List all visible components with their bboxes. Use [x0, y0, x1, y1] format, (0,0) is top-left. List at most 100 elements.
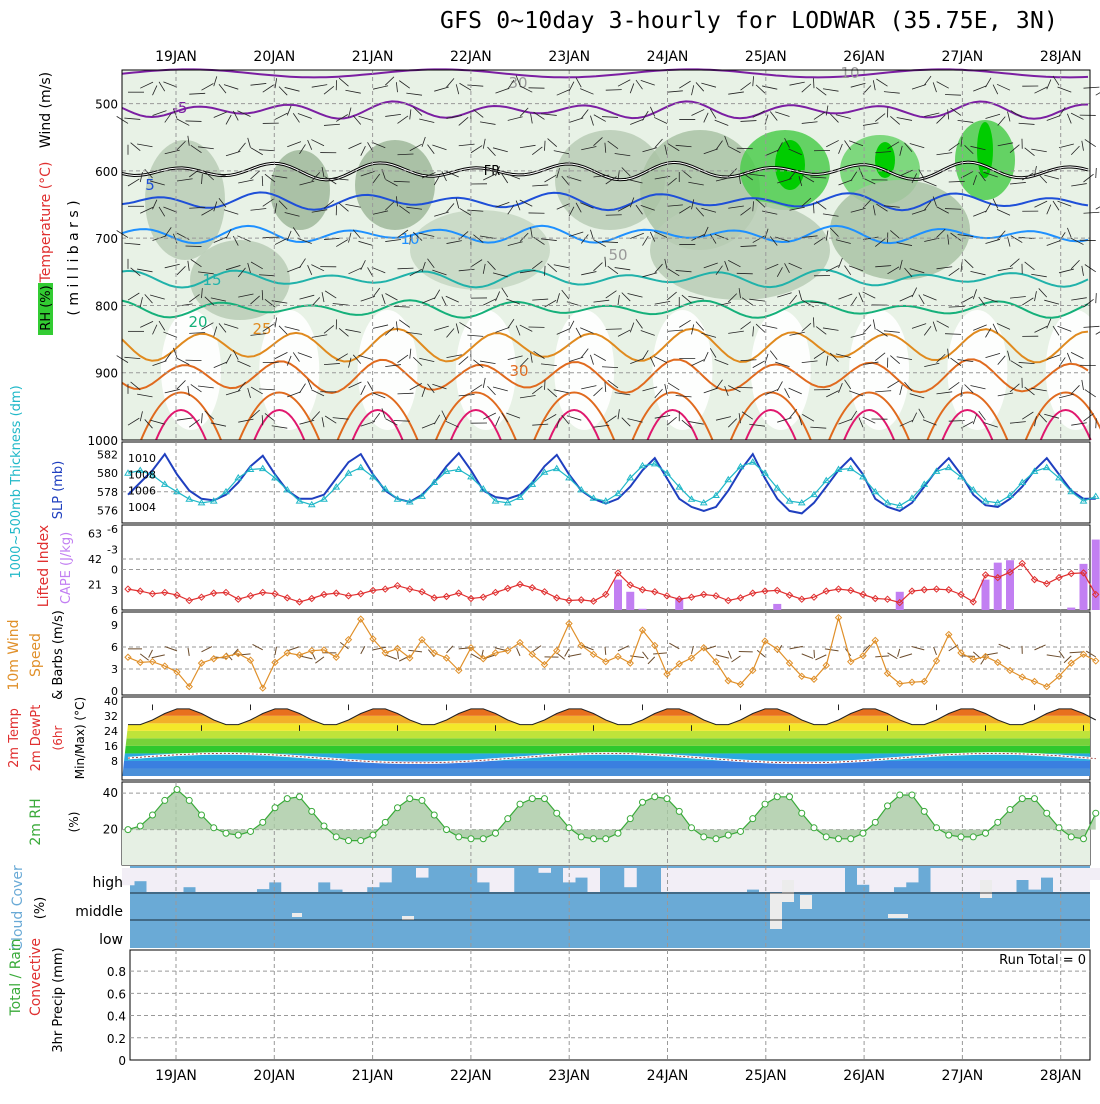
rh-marker: [456, 834, 462, 840]
lifted-tick-label: 6: [111, 604, 118, 617]
ylabel-dewpt2m: 2m DewPt: [29, 705, 44, 772]
cloud-middle-cell: [800, 895, 812, 909]
ylabel-wind: Wind (m/s): [38, 72, 54, 148]
cloud-high-cell: [833, 868, 846, 892]
rh-marker: [934, 825, 940, 831]
slp-tick-label: 1010: [128, 452, 156, 465]
wind-barb: [813, 203, 814, 213]
day-label-top: 22JAN: [450, 49, 492, 65]
rh-marker: [493, 830, 499, 836]
precip-run-total: Run Total = 0: [999, 953, 1086, 968]
ylabel-temp2m: 2m Temp: [7, 708, 22, 768]
rh-marker: [186, 797, 192, 803]
precip-tick-label: 0.2: [107, 1032, 126, 1046]
ylabel-temperature: Temperature (°C): [38, 162, 54, 284]
day-label-bottom: 26JAN: [843, 1068, 885, 1084]
cloud-middle-cell: [770, 893, 782, 929]
rh-marker: [958, 834, 964, 840]
rh-marker: [787, 794, 793, 800]
rh-marker: [260, 819, 266, 825]
cape-tick-label: 63: [88, 528, 102, 541]
wind-barb: [262, 176, 263, 186]
cloud-high-cell: [857, 868, 870, 885]
rh-marker: [909, 792, 915, 798]
rh-contour-fill: [270, 150, 330, 230]
cloud-high-cell: [1090, 868, 1100, 880]
cloud-middle-trace: [292, 913, 302, 917]
cloud-high-cell: [624, 868, 637, 887]
cloud-high-cell: [1029, 868, 1042, 890]
cloud-high-cell: [588, 868, 601, 892]
cloud-middle-cell: [782, 880, 794, 902]
day-label-top: 27JAN: [942, 49, 984, 65]
cloud-high-cell: [1053, 868, 1066, 892]
rh-marker: [1019, 796, 1025, 802]
temp-tick-label: 24: [104, 725, 118, 738]
wind-barb: [1096, 202, 1100, 209]
thickness-tick-label: 578: [97, 486, 118, 499]
isotherm-annotation: 20: [188, 313, 207, 331]
pressure-tick-label: 500: [95, 98, 118, 112]
rh-marker: [358, 838, 364, 844]
slp-tick-label: 1008: [128, 468, 156, 481]
cloud-high-cell: [943, 868, 956, 892]
rh-marker: [223, 830, 229, 836]
rh-marker: [284, 796, 290, 802]
cloud-high-cell: [808, 868, 821, 892]
cloud-high-cell: [257, 868, 270, 889]
thickness-tick-label: 576: [97, 504, 118, 517]
cloud-high-cell: [539, 868, 552, 873]
lifted-tick-label: 0: [111, 564, 118, 577]
rh-marker: [235, 832, 241, 838]
cloud-high-cell: [343, 868, 356, 892]
cloud-high-cell: [796, 868, 809, 892]
day-label-top: 25JAN: [745, 49, 787, 65]
day-label-top: 21JAN: [352, 49, 394, 65]
rh-marker: [823, 834, 829, 840]
rh-contour-fill: [650, 200, 830, 300]
cloud-high-cell: [735, 868, 748, 892]
rh-marker: [1007, 807, 1013, 813]
wind-tick-label: 3: [111, 663, 118, 676]
rh-marker: [505, 816, 511, 822]
cape-tick-label: 42: [88, 553, 102, 566]
cape-bar: [994, 563, 1002, 610]
lifted-tick-label: -3: [107, 543, 118, 556]
rh-marker: [174, 786, 180, 792]
cloud-high-cell: [1065, 868, 1078, 892]
day-label-top: 28JAN: [1040, 49, 1082, 65]
cloud-row-label: low: [99, 932, 123, 948]
wind-barb: [545, 141, 546, 151]
pressure-tick-label: 1000: [87, 434, 118, 448]
ylabel-precip-convective: Convective: [28, 938, 44, 1016]
rh-marker: [1081, 836, 1087, 842]
cape-bar: [896, 592, 904, 610]
temp-band: [122, 768, 1090, 776]
rh-marker: [395, 805, 401, 811]
isotherm-annotation: 30: [509, 362, 528, 380]
rh-marker: [970, 834, 976, 840]
wind-barb: [1096, 418, 1097, 428]
rh-tick-label: 20: [103, 823, 118, 837]
rh-marker: [774, 794, 780, 800]
cape-bar: [773, 604, 781, 610]
rh-marker: [811, 825, 817, 831]
day-label-bottom: 25JAN: [745, 1068, 787, 1084]
cloud-high-cell: [1078, 868, 1091, 892]
wind-barb: [606, 215, 622, 216]
cloud-high-cell: [906, 868, 919, 882]
rh-marker: [640, 799, 646, 805]
rh-marker: [517, 801, 523, 807]
ylabel-precip-total: Total / Rain: [8, 938, 24, 1016]
slp-tick-label: 1004: [128, 501, 156, 514]
cloud-row-label: middle: [75, 904, 123, 920]
cloud-high-cell: [747, 868, 760, 890]
cloud-high-cell: [477, 868, 490, 882]
day-label-top: 24JAN: [647, 49, 689, 65]
thickness-marker: [1093, 493, 1099, 498]
cloud-high-cell: [1016, 868, 1029, 880]
ylabel-lifted-index: Lifted Index: [36, 525, 52, 607]
chart-title: GFS 0~10day 3-hourly for LODWAR (35.75E,…: [440, 8, 1058, 34]
rh-marker: [468, 836, 474, 842]
ylabel-minmax: (6hr: [51, 726, 65, 751]
